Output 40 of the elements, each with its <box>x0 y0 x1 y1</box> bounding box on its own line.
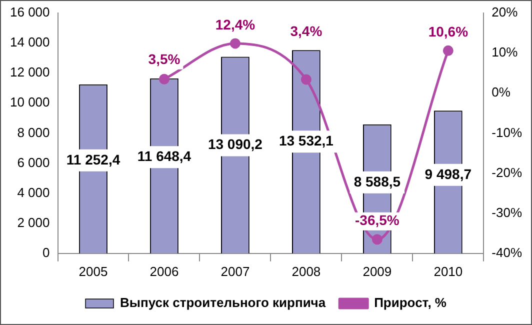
y2-tick-label: 0% <box>492 84 511 100</box>
point <box>300 74 312 85</box>
point <box>158 74 170 84</box>
data-label: 8 588,5 <box>354 173 401 190</box>
y-tick-label: 6 000 <box>17 154 50 170</box>
y-tick-label: 14 000 <box>10 34 50 50</box>
x-tick-label: 2010 <box>434 264 463 279</box>
y-tick-label: 2 000 <box>17 214 50 230</box>
data-label: 3,5% <box>148 51 181 68</box>
y2-tick-label: -40% <box>492 244 522 260</box>
legend-label: Выпуск строительного кирпича <box>120 295 326 310</box>
data-label: 11 648,4 <box>137 148 192 164</box>
data-label: 11 252,4 <box>66 151 120 168</box>
y-tick-label: 4 000 <box>17 184 50 200</box>
data-label: 13 090,2 <box>208 136 263 152</box>
x-tick-label: 2008 <box>292 264 321 279</box>
point <box>372 234 382 245</box>
y2-tick-label: -20% <box>492 164 522 180</box>
data-label: 3,4% <box>290 22 323 39</box>
y-tick-label: 12 000 <box>10 64 50 80</box>
y2-tick-label: 10% <box>492 44 518 60</box>
y2-tick-label: 20% <box>492 4 518 20</box>
data-label: 13 532,1 <box>278 132 334 148</box>
x-tick-label: 2007 <box>220 264 250 279</box>
x-tick-label: 2009 <box>362 264 392 279</box>
legend-label: Прирост, % <box>374 295 447 310</box>
y-tick-label: 8 000 <box>17 124 50 140</box>
x-tick-label: 2005 <box>78 264 108 279</box>
data-label: 9 498,7 <box>424 166 472 182</box>
y2-tick-label: -30% <box>492 204 522 220</box>
y-tick-label: 16 000 <box>10 4 50 20</box>
y-tick-label: 10 000 <box>10 94 50 110</box>
y2-tick-label: -10% <box>492 124 522 140</box>
data-label: 10,6% <box>428 24 469 40</box>
point <box>230 38 240 49</box>
x-tick-label: 2006 <box>150 264 179 279</box>
y-tick-label: 0 <box>42 244 50 260</box>
data-label: -36,5% <box>355 212 400 228</box>
data-label: 12,4% <box>215 16 256 32</box>
point <box>442 45 454 56</box>
